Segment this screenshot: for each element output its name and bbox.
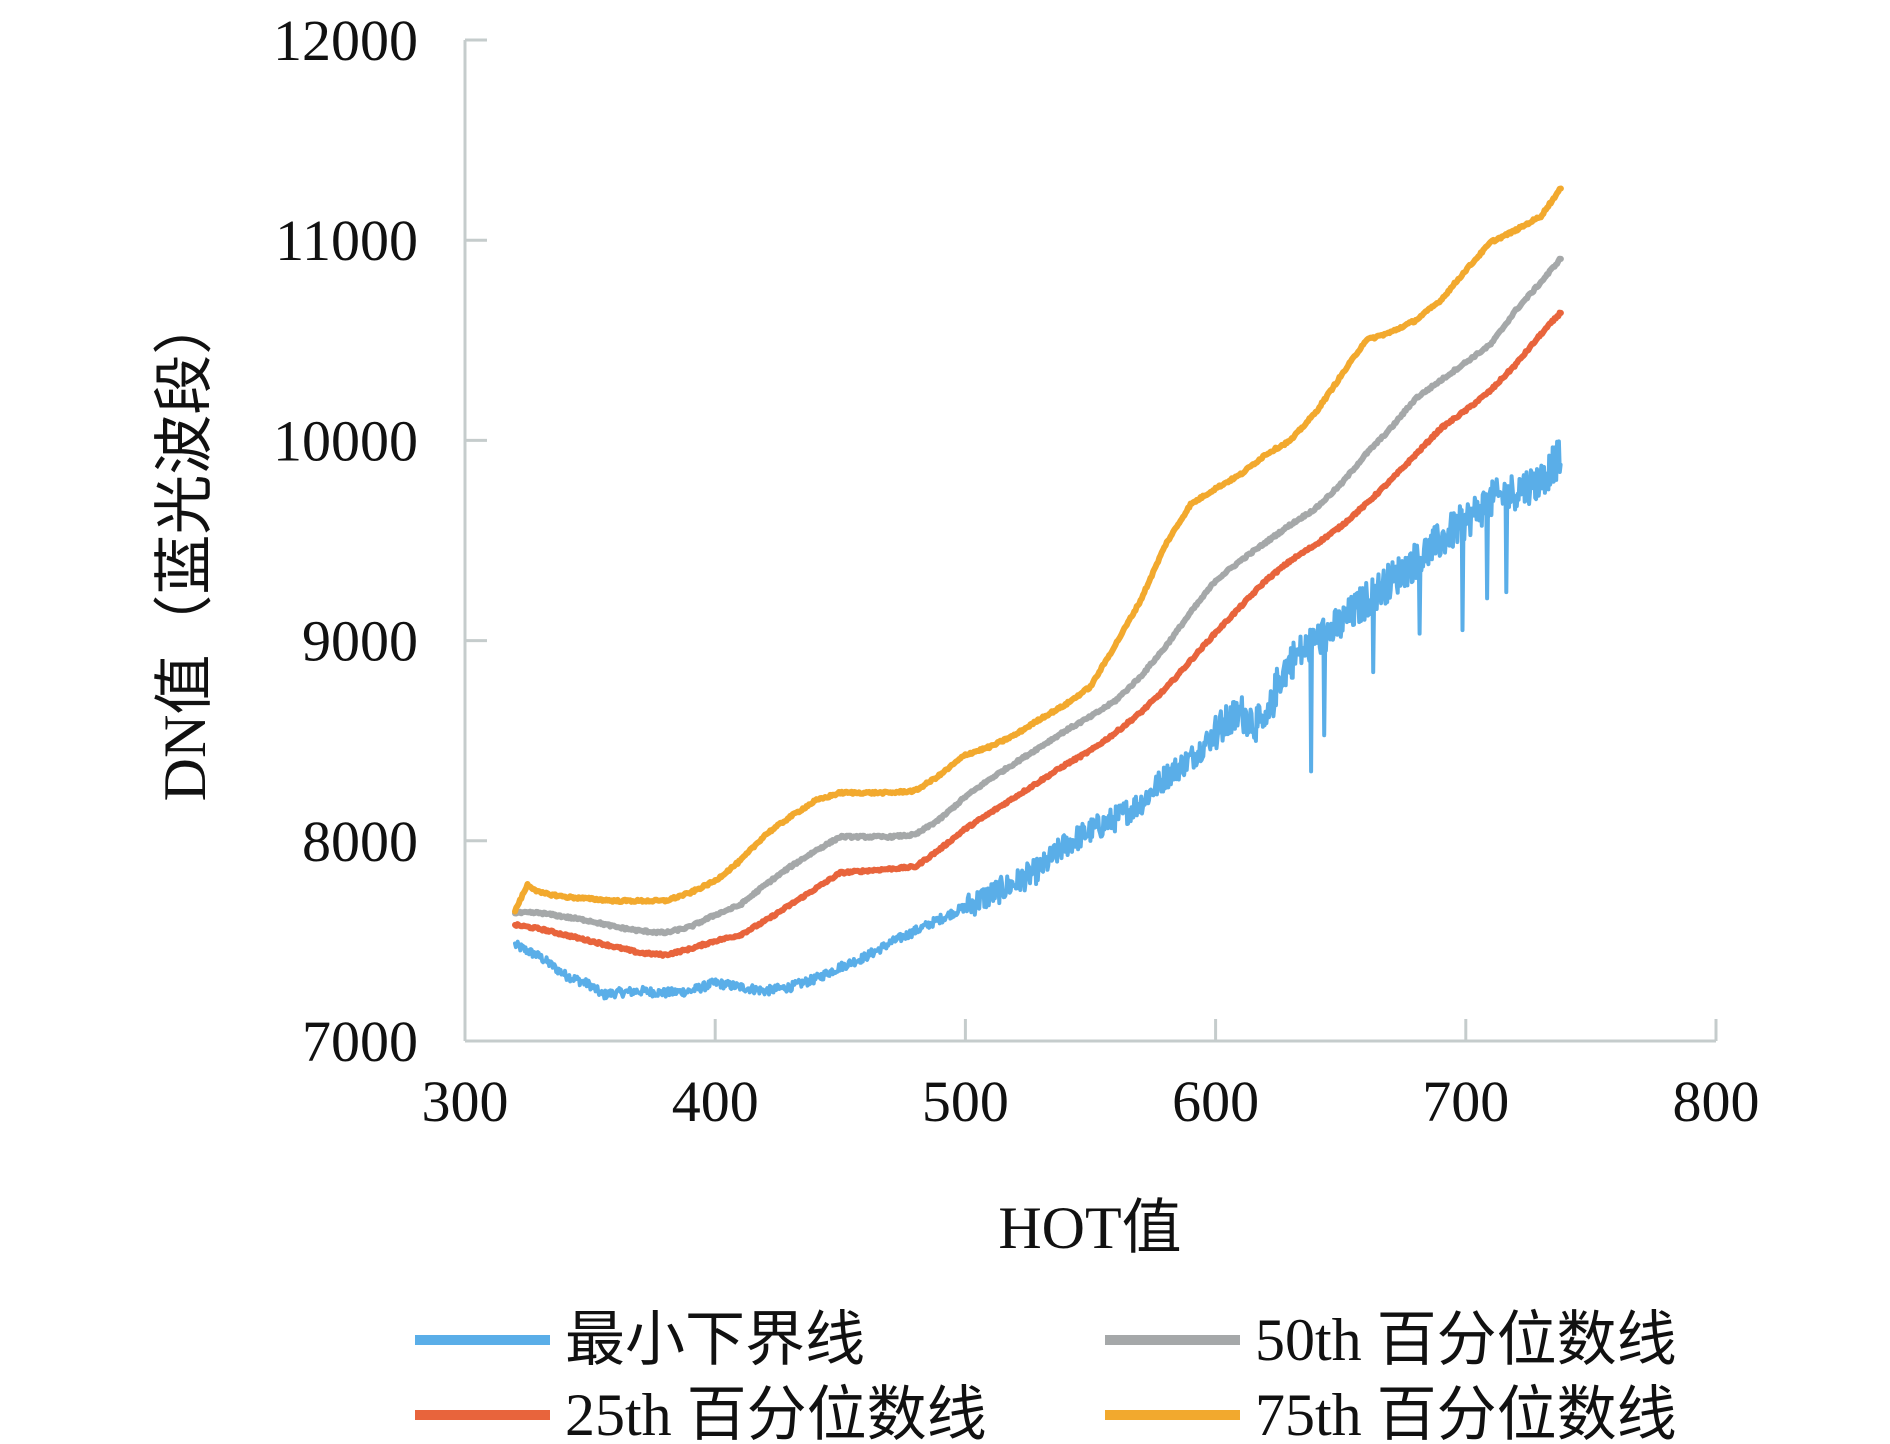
y-tick-label: 9000 [302, 609, 418, 674]
x-tick-label: 800 [1673, 1069, 1760, 1134]
y-tick-label: 10000 [273, 408, 418, 473]
x-axis-title: HOT值 [998, 1195, 1181, 1261]
x-tick-label: 400 [672, 1069, 759, 1134]
legend-label: 50th 百分位数线 [1255, 1307, 1677, 1373]
axes [463, 40, 1716, 1043]
y-ticks: 7000 8000 9000 10000 11000 12000 [273, 8, 487, 1074]
y-axis-title: DN值（蓝光波段） [152, 295, 218, 802]
series-line-3 [512, 185, 1564, 915]
series-line-0 [513, 439, 1563, 1001]
x-tick-label: 300 [422, 1069, 509, 1134]
x-tick-label: 600 [1172, 1069, 1259, 1134]
legend: 最小下界线 50th 百分位数线 25th 百分位数线 75th 百分位数线 [415, 1307, 1677, 1444]
x-tick-label: 700 [1422, 1069, 1509, 1134]
y-tick-label: 12000 [273, 8, 418, 73]
y-tick-label: 7000 [302, 1009, 418, 1074]
y-tick-label: 8000 [302, 809, 418, 874]
y-tick-label: 11000 [275, 208, 418, 273]
series-group [512, 185, 1564, 1001]
legend-label: 75th 百分位数线 [1255, 1382, 1677, 1444]
legend-label: 25th 百分位数线 [565, 1382, 987, 1444]
series-line-1 [512, 309, 1564, 959]
series-line-2 [512, 255, 1564, 937]
legend-label: 最小下界线 [565, 1307, 865, 1373]
x-tick-label: 500 [922, 1069, 1009, 1134]
x-ticks: 300 400 500 600 700 800 [422, 1019, 1760, 1134]
